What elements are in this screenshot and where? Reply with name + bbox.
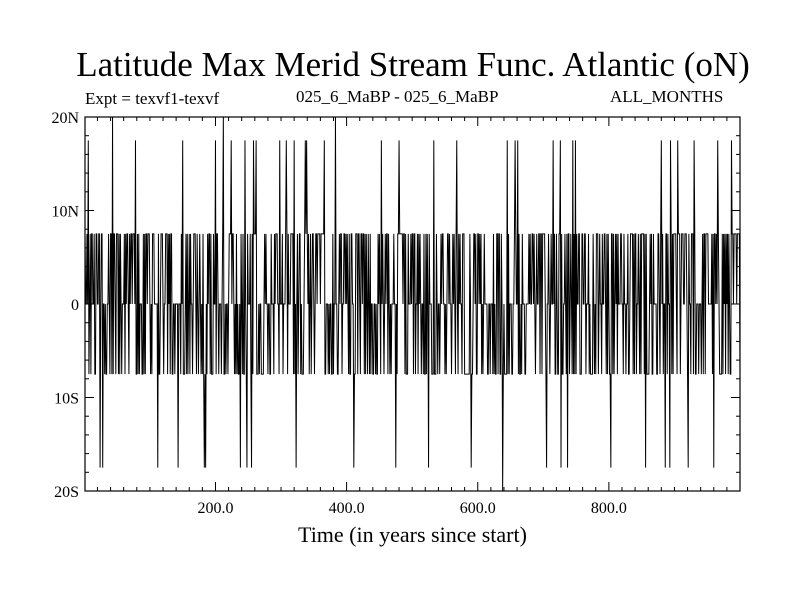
- period-label: 025_6_MaBP - 025_6_MaBP: [296, 87, 499, 106]
- axis-ticks-layer: 200.0 400.0 600.0 800.0 20N 10N 0 10S 20S: [51, 110, 740, 517]
- y-tick-label: 0: [71, 297, 79, 314]
- season-label: ALL_MONTHS: [610, 87, 724, 106]
- x-tick-label: 600.0: [460, 500, 496, 517]
- series-line: [84, 116, 741, 492]
- x-tick-label: 400.0: [329, 500, 365, 517]
- y-tick-label: 20S: [54, 484, 79, 501]
- x-axis-label: Time (in years since start): [298, 522, 527, 547]
- x-tick-label: 200.0: [197, 500, 233, 517]
- plot-frame: [84, 116, 741, 492]
- chart-title: Latitude Max Merid Stream Func. Atlantic…: [76, 45, 750, 84]
- y-tick-label: 10N: [51, 204, 79, 221]
- experiment-label: Expt = texvf1-texvf: [85, 89, 220, 108]
- y-tick-label: 10S: [54, 391, 79, 408]
- x-tick-label: 800.0: [591, 500, 627, 517]
- data-series-layer: [84, 116, 741, 492]
- y-tick-label: 20N: [51, 110, 79, 127]
